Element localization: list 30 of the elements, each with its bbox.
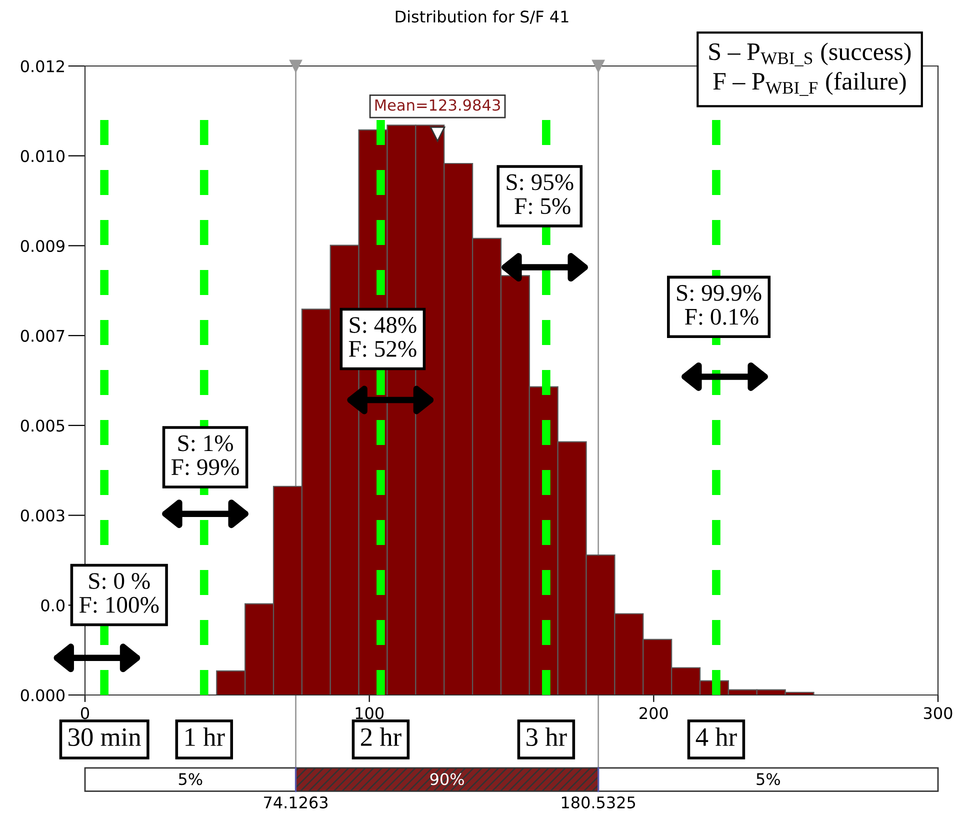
text: 5% [756, 773, 780, 786]
x-tick-label: 0 [80, 707, 90, 720]
text: 90% [430, 773, 464, 786]
ref-line-label: 3 hr [526, 727, 567, 746]
y-tick-label: 0.009 [20, 240, 64, 252]
y-tick-label: 0.0 [41, 599, 64, 612]
ref-line-label: 1 hr [186, 727, 225, 746]
x-tick-label: 100 [356, 707, 384, 720]
y-tick-label: 0.003 [20, 509, 64, 522]
y-tick-label: 0.007 [20, 330, 64, 342]
annotation: S: 0 % F: 100% [79, 573, 159, 613]
ref-line-label: 4 hr [696, 727, 737, 746]
y-tick-label: 0.005 [20, 420, 64, 432]
y-tick-label: 0.012 [20, 60, 64, 72]
text: 5% [178, 773, 202, 786]
text: S – P$_{WBI_S}$ (success) F – P$_{WBI_F}$ (failure) [709, 42, 911, 96]
annotation: S: 95% F: 5% [506, 174, 574, 214]
annotation: S: 1% F: 99% [172, 435, 239, 476]
x-tick-label: 300 [924, 707, 952, 720]
annotation: Mean=123.9843 [375, 99, 500, 111]
y-tick-label: 0.000 [20, 689, 64, 702]
annotation: S: 99.9% F: 0.1% [677, 284, 762, 325]
chart-title: Distribution for S/F 41 [396, 10, 568, 24]
ref-line-label: 180.5325 [562, 796, 636, 808]
ref-line-label: 74.1263 [264, 796, 328, 808]
x-tick-label: 200 [640, 707, 668, 720]
ref-line-label: 30 min [68, 728, 141, 746]
y-tick-label: 0.010 [20, 150, 64, 162]
ref-line-label: 2 hr [360, 727, 402, 746]
annotation: S: 48% F: 52% [348, 317, 416, 357]
